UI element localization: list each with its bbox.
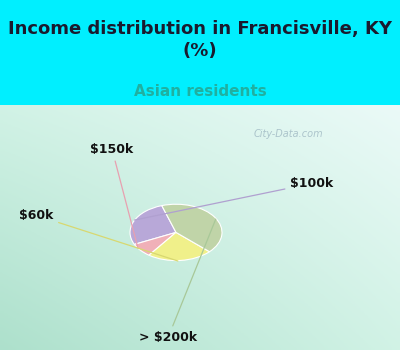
Text: Asian residents: Asian residents	[134, 84, 266, 99]
Wedge shape	[162, 204, 222, 252]
Text: $150k: $150k	[90, 142, 138, 248]
Wedge shape	[130, 205, 176, 244]
Text: > $200k: > $200k	[139, 219, 216, 344]
Wedge shape	[149, 232, 210, 260]
Wedge shape	[134, 232, 176, 255]
Text: Income distribution in Francisville, KY
(%): Income distribution in Francisville, KY …	[8, 20, 392, 60]
Text: $100k: $100k	[134, 177, 334, 220]
Text: $60k: $60k	[19, 209, 178, 261]
Text: City-Data.com: City-Data.com	[253, 130, 323, 139]
